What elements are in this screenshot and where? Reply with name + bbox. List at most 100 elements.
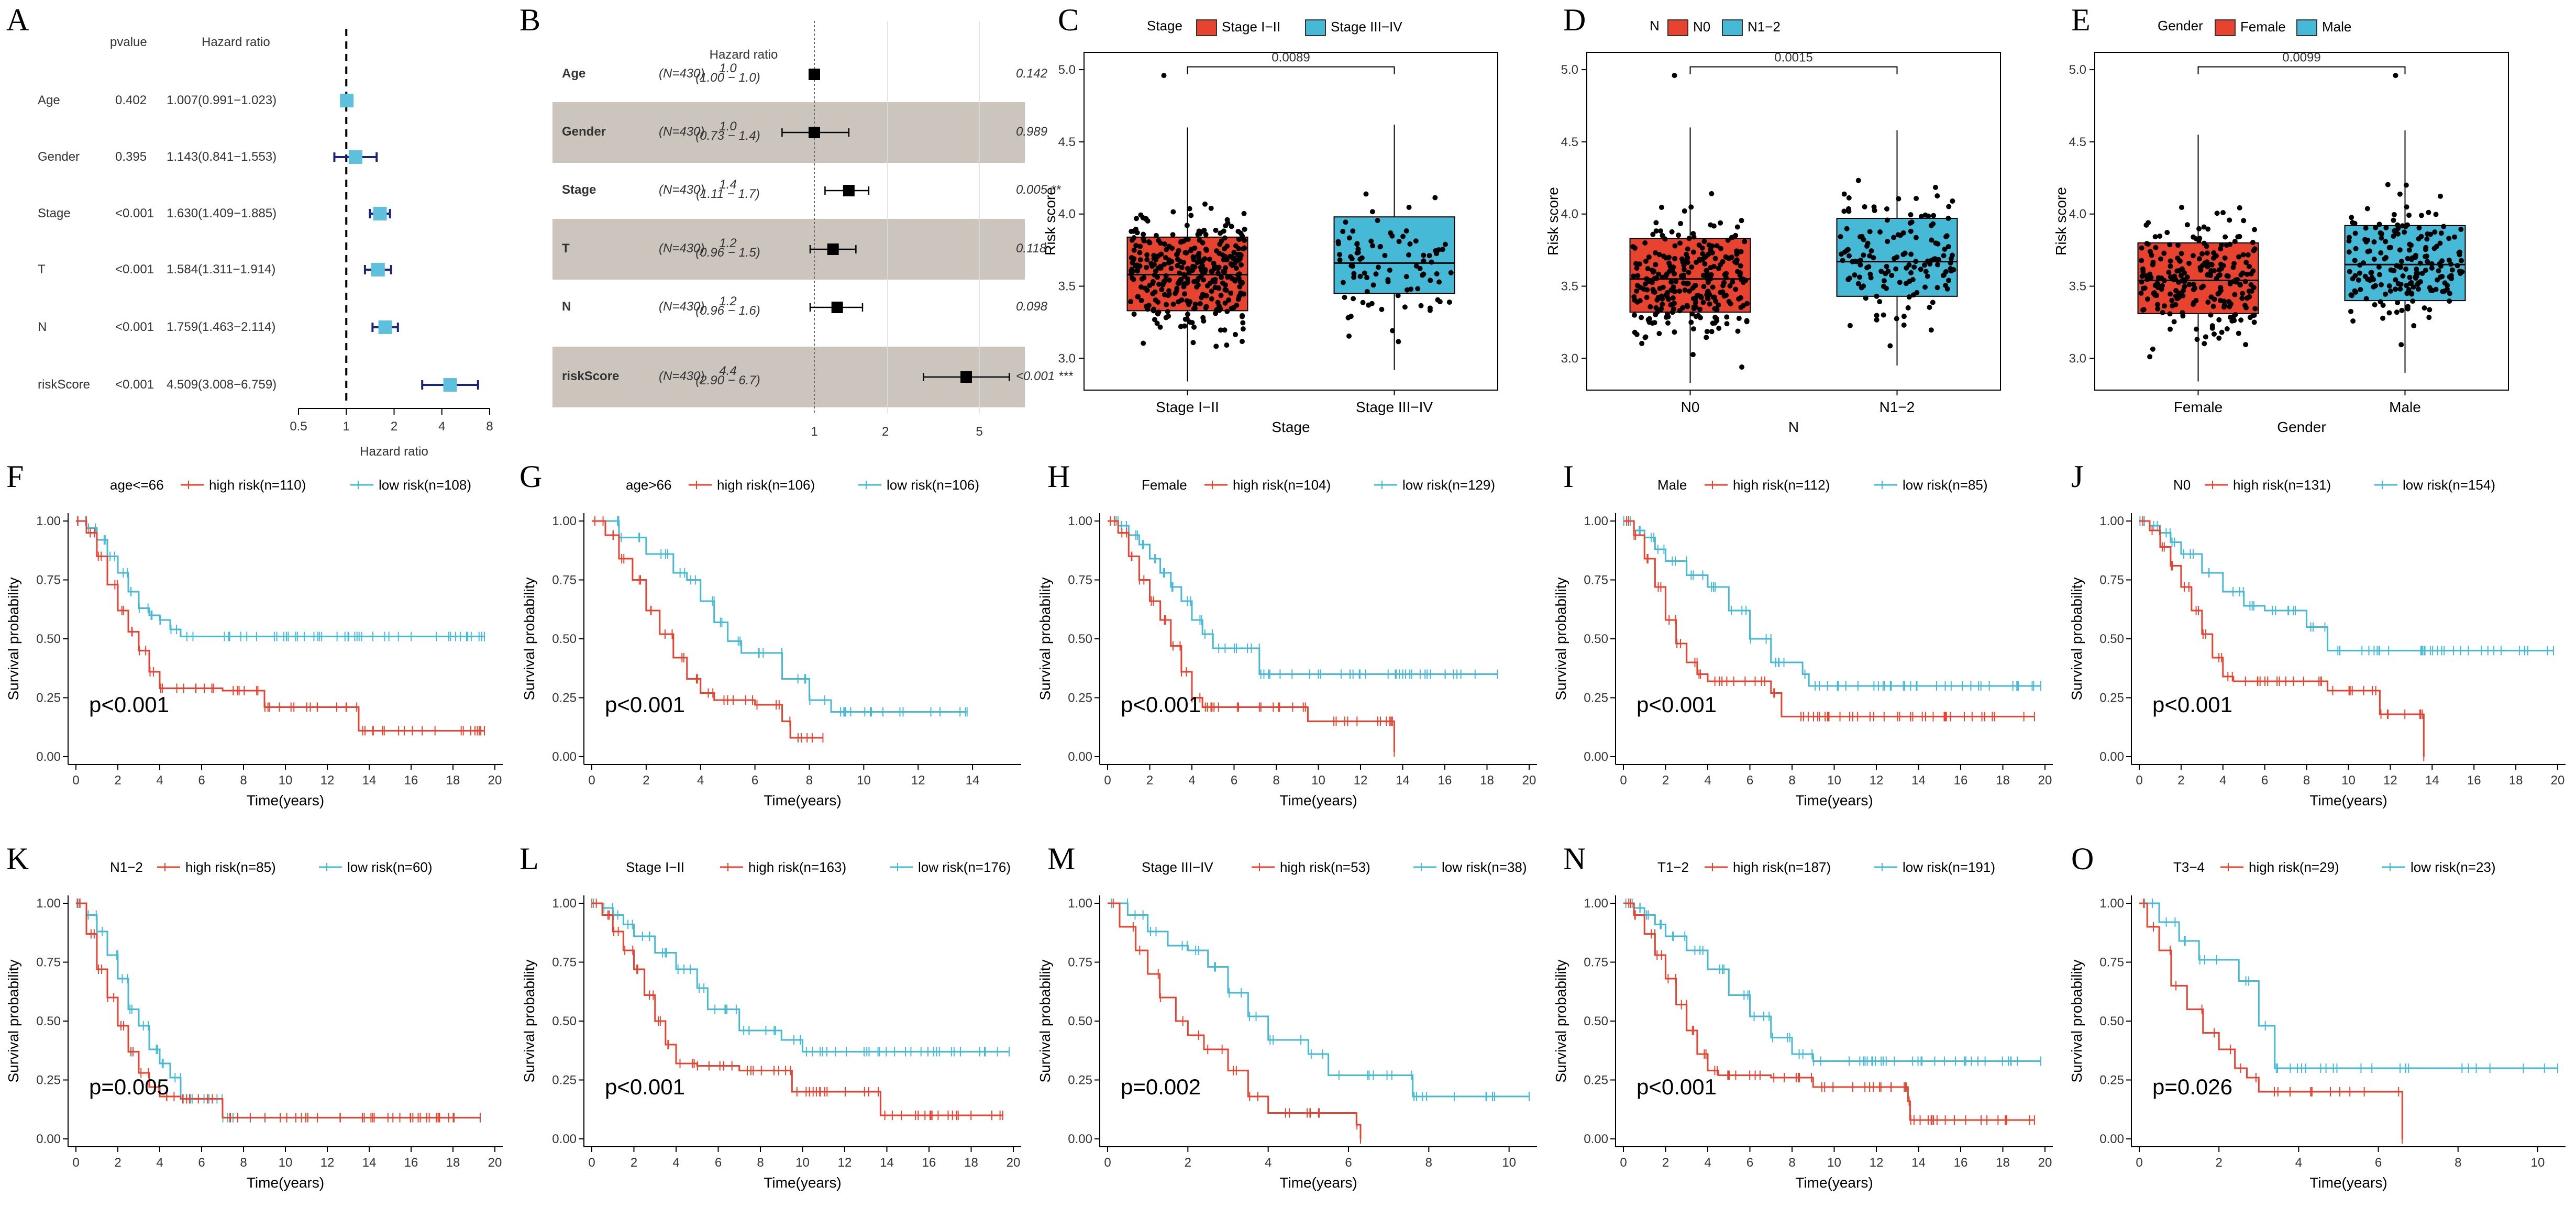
data-point <box>1133 216 1139 221</box>
high-risk-curve <box>76 520 484 732</box>
data-point <box>2380 315 2386 321</box>
data-point <box>1685 255 1690 261</box>
data-point <box>1838 234 1843 240</box>
boxplot-E: Gender Female Male 3.0 3.5 4.0 4.5 5.0 Risk scor… <box>2053 18 2509 435</box>
data-point <box>2373 225 2379 230</box>
data-point <box>1855 281 1861 286</box>
data-point <box>1237 256 1243 261</box>
row-pvalue: 0.005 ** <box>1016 183 1061 197</box>
data-point <box>1678 220 1684 226</box>
data-point <box>2405 222 2411 228</box>
y-tick-label: 4.0 <box>2069 207 2086 221</box>
data-point <box>1709 191 1715 196</box>
y-axis-title: Risk score <box>1545 187 1561 256</box>
data-point <box>2362 237 2368 242</box>
data-point <box>1240 326 1246 332</box>
legend-low-label: low risk(n=176) <box>918 859 1011 875</box>
data-point <box>1670 295 1676 301</box>
data-point <box>2186 282 2192 287</box>
data-point <box>1427 307 1433 313</box>
hr-marker <box>371 263 385 276</box>
y-tick-label: 0.50 <box>2099 632 2124 646</box>
data-point <box>2452 234 2458 240</box>
x-tick-label: 6 <box>2261 773 2268 788</box>
data-point <box>2348 292 2354 298</box>
legend-key-high <box>2215 19 2236 36</box>
data-point <box>1653 305 1659 311</box>
data-point <box>1417 265 1423 271</box>
significance-pvalue: 0.0015 <box>1774 51 1812 65</box>
km-plot-J: N0 high risk(n=131) low risk(n=154) 0.00 0.2… <box>2069 477 2566 808</box>
low-risk-curve <box>1623 902 2041 1062</box>
data-point <box>2423 253 2428 259</box>
y-tick-label: 0.50 <box>1068 1014 1092 1028</box>
data-point <box>1418 303 1424 308</box>
data-point <box>2208 261 2214 267</box>
data-point <box>2148 274 2154 280</box>
data-point <box>2168 258 2173 264</box>
data-point <box>1237 293 1243 298</box>
data-point <box>1407 241 1413 247</box>
data-point <box>1671 289 1677 294</box>
data-point <box>1884 217 1890 223</box>
data-point <box>1230 256 1236 261</box>
data-point <box>1223 223 1229 229</box>
x-tick-label: 6 <box>1231 773 1237 788</box>
data-point <box>1671 284 1676 290</box>
data-point <box>2208 312 2214 318</box>
y-tick-label: 0.50 <box>552 632 577 646</box>
data-point <box>2162 303 2168 309</box>
y-tick-label: 0.25 <box>36 691 61 705</box>
data-point <box>2391 217 2396 223</box>
data-point <box>1236 246 1242 251</box>
data-point <box>1128 299 1134 305</box>
data-point <box>2199 263 2205 269</box>
data-point <box>1185 265 1190 271</box>
y-tick-label: 0.25 <box>1068 691 1092 705</box>
data-point <box>2422 305 2427 311</box>
data-point <box>1191 306 1197 312</box>
data-point <box>1656 252 1662 258</box>
data-point <box>1656 330 1662 336</box>
km-plot-L: Stage I−II high risk(n=163) low risk(n=176… <box>521 859 1021 1191</box>
data-point <box>1919 214 1925 219</box>
data-point <box>1874 313 1880 318</box>
data-point <box>1672 271 1677 276</box>
data-point <box>2144 296 2150 302</box>
data-point <box>2368 270 2374 275</box>
data-point <box>1865 240 1871 246</box>
data-point <box>1387 267 1392 273</box>
y-tick-label: 1.00 <box>552 896 577 911</box>
x-tick-label: 0 <box>1620 773 1627 788</box>
logrank-pvalue: p=0.005 <box>89 1074 169 1099</box>
data-point <box>1862 204 1867 210</box>
data-point <box>1385 279 1391 284</box>
data-point <box>1216 307 1222 313</box>
data-point <box>1222 253 1228 259</box>
y-tick-label: 0.00 <box>552 750 577 764</box>
data-point <box>1354 241 1360 247</box>
data-point <box>1657 285 1663 291</box>
data-point <box>2379 231 2385 237</box>
data-point <box>1663 273 1669 279</box>
data-point <box>1902 250 1908 256</box>
data-point <box>1135 294 1141 300</box>
x-tick-label: 0 <box>1104 773 1111 788</box>
data-point <box>1189 246 1195 252</box>
data-point <box>2439 258 2445 264</box>
data-point <box>1187 206 1192 212</box>
data-point <box>2218 266 2224 272</box>
data-point <box>2224 242 2229 248</box>
data-point <box>1216 285 1222 291</box>
x-tick-label: 4 <box>2295 1156 2302 1170</box>
data-point <box>2376 221 2382 227</box>
data-point <box>1432 195 1438 201</box>
data-point <box>2179 205 2184 210</box>
y-tick-label: 1.00 <box>2099 514 2124 528</box>
x-tick-label: 2 <box>882 425 889 439</box>
data-point <box>1847 323 1853 328</box>
logrank-pvalue: p<0.001 <box>1637 1074 1717 1099</box>
data-point <box>1908 270 1914 275</box>
data-point <box>1693 283 1698 289</box>
data-point <box>1656 271 1662 277</box>
